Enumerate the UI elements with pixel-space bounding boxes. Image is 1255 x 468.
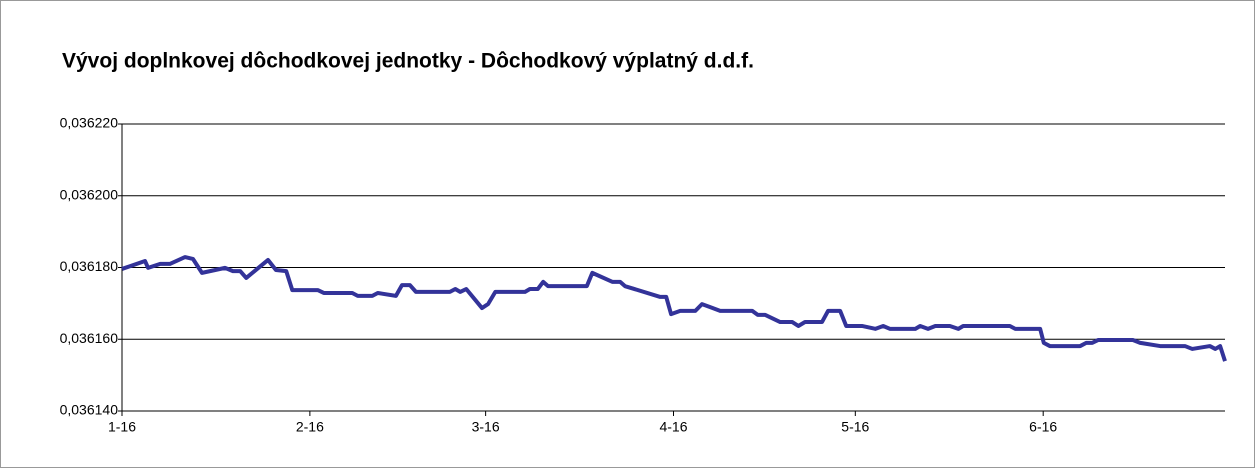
y-tick-label: 0,036140 xyxy=(60,402,119,418)
series-line xyxy=(121,255,1227,362)
y-tick-label: 0,036200 xyxy=(60,186,119,202)
y-tick-label: 0,036220 xyxy=(60,115,119,131)
x-tick-label: 6-16 xyxy=(1029,419,1057,435)
x-tick-label: 3-16 xyxy=(472,419,500,435)
y-tick-label: 0,036160 xyxy=(60,330,119,346)
x-tick-label: 4-16 xyxy=(659,419,687,435)
x-tick-label: 1-16 xyxy=(108,419,136,435)
x-tick-label: 2-16 xyxy=(296,419,324,435)
chart-title: Vývoj doplnkovej dôchodkovej jednotky - … xyxy=(62,50,754,73)
x-tick-label: 5-16 xyxy=(841,419,869,435)
y-tick-label: 0,036180 xyxy=(60,258,119,274)
